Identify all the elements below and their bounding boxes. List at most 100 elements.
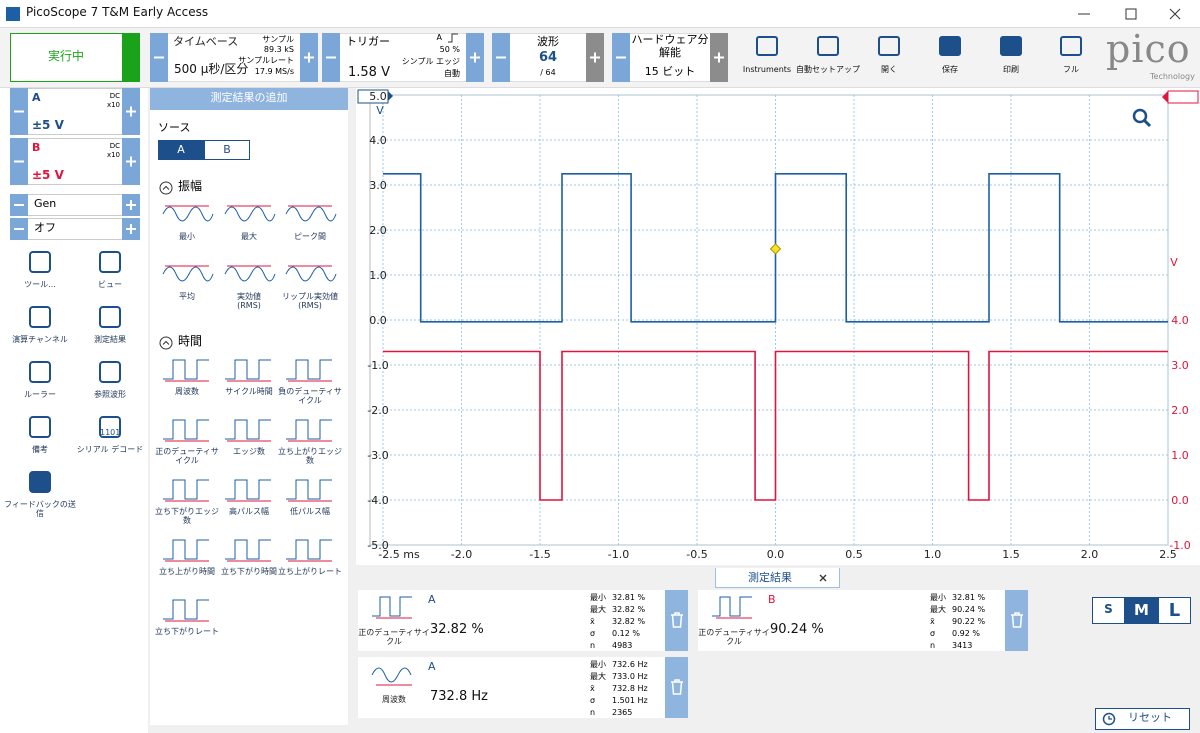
- measure-item[interactable]: 最小: [179, 232, 195, 241]
- measure-item[interactable]: 正のデューティサイクル: [155, 447, 219, 466]
- hands: [1108, 716, 1112, 720]
- trash-icon: [671, 612, 683, 628]
- view-size[interactable]: S: [1092, 597, 1125, 624]
- trigger-source: A: [436, 33, 442, 42]
- measure-item[interactable]: 立ち下がりレート: [155, 627, 219, 636]
- plus-button[interactable]: [122, 194, 140, 216]
- trash-glyph: [671, 612, 683, 628]
- reset-button[interactable]: リセット: [1095, 708, 1190, 730]
- minus-button[interactable]: [612, 33, 630, 82]
- tool-label[interactable]: ツール...: [24, 280, 56, 289]
- toolbar-button-label[interactable]: 開く: [881, 65, 897, 74]
- measure-item[interactable]: 実効値 (RMS): [237, 292, 261, 311]
- toolbar-button-label[interactable]: Instruments: [742, 65, 792, 74]
- measure-item[interactable]: 立ち上がり時間: [159, 567, 215, 576]
- channel-box[interactable]: [10, 88, 140, 135]
- rate: 17.9 MS/s: [254, 67, 294, 76]
- minus-button[interactable]: [10, 194, 28, 216]
- tool-label[interactable]: ルーラー: [24, 390, 56, 399]
- toolbar-button-label[interactable]: フル: [1063, 65, 1079, 74]
- zoom-button[interactable]: [1132, 108, 1152, 128]
- view-size[interactable]: L: [1158, 597, 1191, 624]
- pulse: [225, 539, 271, 560]
- measure-item[interactable]: 立ち上がりレート: [278, 567, 342, 576]
- measure-item[interactable]: ピーク間: [294, 232, 326, 241]
- source-toggle[interactable]: A: [158, 140, 204, 160]
- tool-label[interactable]: ビュー: [98, 280, 122, 289]
- toolbar-panel: [492, 33, 604, 82]
- channel-box[interactable]: [10, 138, 140, 185]
- view-size[interactable]: M: [1125, 597, 1158, 624]
- plus-button[interactable]: [300, 33, 318, 82]
- plus-button[interactable]: [122, 138, 140, 185]
- results-tab[interactable]: [715, 568, 840, 588]
- measure-icon: [163, 359, 209, 382]
- tool-icon: [29, 471, 51, 493]
- minus-button[interactable]: [322, 33, 340, 82]
- stat-label: n: [590, 708, 596, 717]
- measure-item[interactable]: サイクル時間: [225, 387, 273, 396]
- toolbar-button-label[interactable]: 印刷: [1003, 65, 1019, 74]
- delete-button[interactable]: [1005, 590, 1028, 651]
- tool-label[interactable]: フィードバックの送信: [4, 500, 76, 519]
- logo-sub: Technology: [1150, 72, 1195, 81]
- tool-label[interactable]: シリアル デコード: [76, 445, 144, 454]
- plus-button[interactable]: [122, 88, 140, 135]
- tool-label[interactable]: 備考: [32, 445, 48, 454]
- window-controls[interactable]: [0, 0, 1200, 28]
- scope-area: [356, 88, 1200, 565]
- measure-item[interactable]: 周波数: [175, 387, 199, 396]
- generator-row[interactable]: [10, 218, 140, 240]
- plus-button[interactable]: [466, 33, 484, 82]
- pulse: [163, 479, 209, 500]
- minus-button[interactable]: [10, 218, 28, 240]
- measure-item[interactable]: 立ち下がり時間: [221, 567, 277, 576]
- minus-button[interactable]: [10, 88, 28, 135]
- delete-button[interactable]: [665, 657, 688, 718]
- plus-button[interactable]: [122, 218, 140, 240]
- measure-item[interactable]: 高パルス幅: [229, 507, 269, 516]
- tool-label[interactable]: 演算チャンネル: [12, 335, 68, 344]
- tool-icon: [29, 306, 51, 328]
- tool-label[interactable]: 参照波形: [94, 390, 126, 399]
- run-button[interactable]: [10, 33, 140, 82]
- delete-button[interactable]: [665, 590, 688, 651]
- measure-item[interactable]: 最大: [241, 232, 257, 241]
- generator-row[interactable]: [10, 194, 140, 216]
- measure-item[interactable]: エッジ数: [233, 447, 265, 456]
- measure-item[interactable]: 立ち下がりエッジ数: [155, 507, 219, 526]
- icon-shape: [939, 36, 961, 56]
- y-tick-label: 2.0: [369, 224, 387, 237]
- stat-label: σ: [930, 629, 936, 638]
- tool-glyph: [99, 306, 121, 328]
- measure-item[interactable]: 立ち上がりエッジ数: [278, 447, 342, 466]
- measure-item[interactable]: 平均: [179, 292, 195, 301]
- minus-button[interactable]: [150, 33, 168, 82]
- measure-item[interactable]: 低パルス幅: [290, 507, 330, 516]
- source-toggle[interactable]: B: [204, 140, 250, 160]
- measure-item[interactable]: 負のデューティサイクル: [278, 387, 342, 406]
- toolbar-icon: [756, 36, 778, 56]
- tool-label[interactable]: 測定結果: [94, 335, 126, 344]
- toolbar-icon: [878, 36, 900, 56]
- plus-button[interactable]: [586, 33, 604, 82]
- stat-label: n: [930, 641, 936, 650]
- stat-value: 0.12 %: [612, 629, 640, 638]
- pulse: [163, 359, 209, 380]
- y-tick-label: -5.0: [367, 539, 388, 552]
- tab-close: [819, 574, 827, 582]
- toolbar-button-label[interactable]: 保存: [942, 65, 958, 74]
- measure-item[interactable]: リップル実効値 (RMS): [282, 292, 338, 311]
- pulse: [286, 359, 332, 380]
- minus-button[interactable]: [492, 33, 510, 82]
- collapse-icon: [159, 336, 173, 350]
- toolbar-button-label[interactable]: 自動セットアップ: [796, 65, 860, 74]
- close[interactable]: [1169, 8, 1181, 20]
- result-card: [358, 657, 688, 718]
- minus-button[interactable]: [10, 138, 28, 185]
- button-glyph: [326, 56, 336, 59]
- maximize[interactable]: [1125, 8, 1137, 20]
- plus-button[interactable]: [710, 33, 728, 82]
- measure-icon: [286, 359, 332, 382]
- tool-icon: [29, 416, 51, 438]
